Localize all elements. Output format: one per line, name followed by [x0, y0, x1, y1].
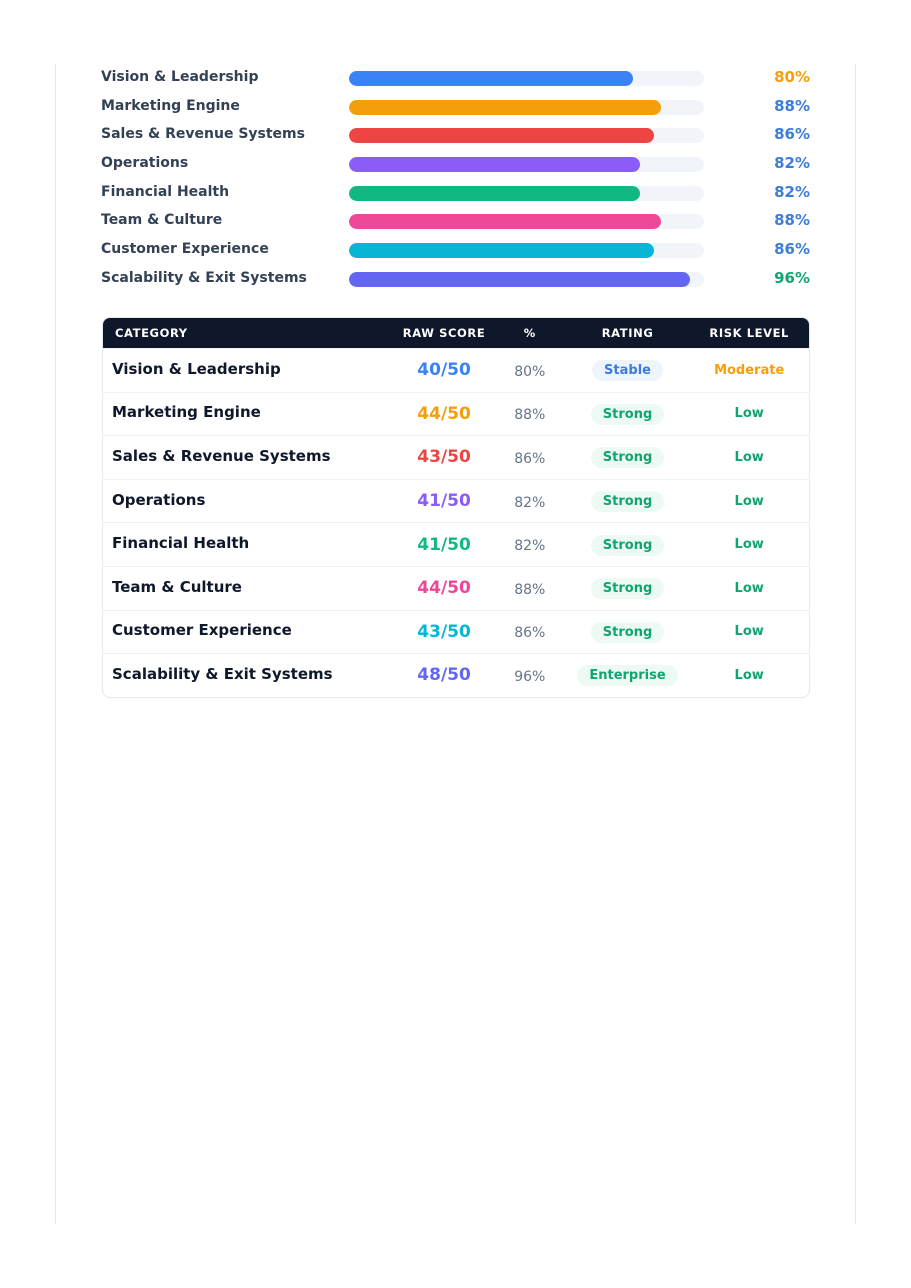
percent-value: 96% [514, 668, 546, 685]
risk-level: Low [734, 624, 764, 640]
rating-badge: Stable [592, 360, 663, 382]
rating-badge: Enterprise [577, 665, 678, 687]
table-header: CATEGORY RAW SCORE % RATING RISK LEVEL [103, 318, 809, 348]
raw-score: 43/50 [417, 447, 471, 468]
percent-value: 88% [514, 581, 546, 598]
table-row: Financial Health 41/50 82% Strong Low [103, 522, 809, 566]
rating-badge: Strong [590, 534, 665, 556]
bar-track [349, 99, 704, 115]
rating-badge: Strong [590, 578, 665, 600]
bar-label: Financial Health [101, 183, 230, 200]
bar-label: Marketing Engine [101, 97, 240, 114]
bar-label: Vision & Leadership [101, 69, 259, 85]
raw-score: 40/50 [417, 360, 471, 381]
bar-row-vision: Vision & Leadership 80% [101, 64, 810, 93]
score-table: CATEGORY RAW SCORE % RATING RISK LEVEL V… [102, 317, 810, 698]
category-name: Operations [112, 490, 206, 509]
bar-fill [349, 128, 655, 144]
bar-fill [349, 185, 641, 201]
bar-row-financial: Financial Health 82% [101, 179, 810, 208]
risk-level: Low [734, 493, 764, 509]
bar-row-team: Team & Culture 88% [101, 207, 810, 236]
raw-score: 41/50 [417, 491, 471, 512]
percent-value: 82% [514, 538, 546, 555]
bar-track [349, 157, 704, 173]
raw-score: 43/50 [417, 621, 471, 642]
bar-percent: 88% [774, 211, 810, 230]
risk-level: Low [734, 580, 764, 596]
bar-track [349, 214, 704, 230]
rating-badge: Strong [590, 621, 665, 643]
bar-percent: 82% [774, 182, 810, 201]
bar-percent: 96% [774, 268, 810, 287]
rating-badge: Strong [590, 491, 665, 513]
raw-score: 44/50 [417, 403, 471, 424]
bar-track [349, 71, 704, 86]
bar-track [349, 271, 704, 287]
bar-track [349, 185, 704, 201]
table-row: Marketing Engine 44/50 88% Strong Low [103, 391, 809, 436]
bar-percent: 88% [774, 96, 810, 115]
bar-label: Operations [101, 155, 189, 172]
percent-value: 86% [514, 625, 546, 642]
bar-fill [349, 157, 641, 173]
bar-fill [349, 99, 662, 115]
bar-fill [349, 243, 655, 259]
bar-label: Sales & Revenue Systems [101, 126, 305, 143]
rating-badge: Strong [590, 447, 665, 469]
bar-row-sales: Sales & Revenue Systems 86% [101, 121, 810, 150]
bar-row-scalability: Scalability & Exit Systems 96% [101, 265, 810, 294]
risk-level: Low [734, 537, 764, 553]
header-rating: RATING [601, 326, 654, 340]
category-name: Financial Health [112, 534, 250, 553]
bar-label: Customer Experience [101, 241, 269, 258]
bar-row-marketing: Marketing Engine 88% [101, 93, 810, 122]
bar-fill [349, 71, 633, 86]
category-score-bars: Vision & Leadership 80% Marketing Engine… [101, 64, 810, 294]
category-name: Sales & Revenue Systems [112, 446, 331, 465]
raw-score: 48/50 [417, 665, 471, 686]
bar-track [349, 243, 704, 259]
category-name: Team & Culture [112, 577, 242, 596]
bar-percent: 86% [774, 240, 810, 259]
bar-percent: 86% [774, 125, 810, 144]
table-row: Vision & Leadership 40/50 80% Stable Mod… [103, 348, 809, 392]
risk-level: Low [734, 449, 764, 465]
table-row: Customer Experience 43/50 86% Strong Low [103, 609, 809, 654]
percent-value: 82% [514, 494, 546, 511]
header-category: CATEGORY [115, 326, 188, 340]
bar-percent: 80% [774, 68, 810, 86]
category-name: Scalability & Exit Systems [112, 664, 333, 683]
bar-row-operations: Operations 82% [101, 150, 810, 179]
bar-row-customer: Customer Experience 86% [101, 236, 810, 265]
percent-value: 80% [514, 363, 546, 380]
category-name: Marketing Engine [112, 403, 261, 422]
table-row: Team & Culture 44/50 88% Strong Low [103, 565, 809, 610]
header-risk-level: RISK LEVEL [709, 326, 789, 340]
category-name: Customer Experience [112, 621, 292, 640]
rating-badge: Strong [590, 403, 665, 425]
raw-score: 44/50 [417, 578, 471, 599]
risk-level: Low [734, 667, 764, 683]
table-row: Scalability & Exit Systems 48/50 96% Ent… [103, 653, 809, 697]
bar-fill [349, 214, 662, 230]
bar-track [349, 128, 704, 144]
page-frame [55, 64, 856, 1224]
bar-label: Team & Culture [101, 212, 223, 229]
category-name: Vision & Leadership [112, 359, 281, 378]
bar-label: Scalability & Exit Systems [101, 269, 307, 286]
risk-level: Low [734, 406, 764, 422]
percent-value: 86% [514, 450, 546, 467]
header-percent: % [523, 326, 536, 340]
header-raw-score: RAW SCORE [402, 326, 486, 340]
table-row: Sales & Revenue Systems 43/50 86% Strong… [103, 435, 809, 479]
bar-percent: 82% [774, 154, 810, 173]
percent-value: 88% [514, 407, 546, 424]
raw-score: 41/50 [417, 534, 471, 555]
table-row: Operations 41/50 82% Strong Low [103, 478, 809, 523]
bar-fill [349, 271, 690, 287]
risk-level: Moderate [714, 362, 785, 378]
